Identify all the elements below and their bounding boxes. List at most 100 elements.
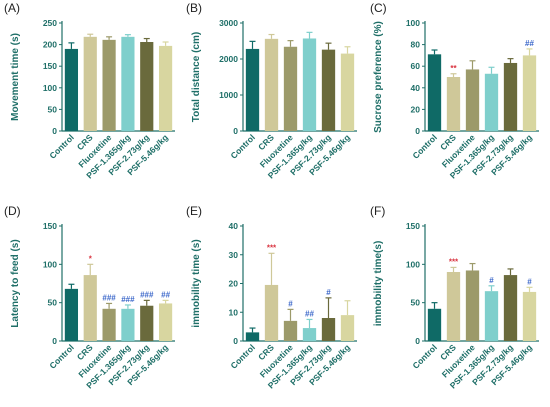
significance-label: ### bbox=[121, 295, 135, 304]
y-tick-label: 150 bbox=[406, 221, 420, 231]
bar bbox=[427, 308, 442, 341]
y-tick-label: 3000 bbox=[219, 18, 238, 28]
y-axis-label: immobility time(s) bbox=[373, 241, 384, 327]
y-tick-label: 100 bbox=[406, 18, 420, 28]
bar bbox=[158, 45, 173, 132]
significance-label: # bbox=[326, 288, 331, 297]
panel-letter: (F) bbox=[370, 204, 385, 218]
significance-label: * bbox=[89, 254, 93, 263]
significance-label: *** bbox=[267, 243, 277, 252]
y-tick-label: 60 bbox=[411, 61, 421, 71]
chart-panel: (F) immobility time(s) 0 50 100 150 Control ***… bbox=[370, 204, 539, 391]
y-tick-label: 0 bbox=[52, 126, 57, 136]
y-tick-label: 150 bbox=[43, 61, 57, 71]
y-tick-label: 0 bbox=[233, 126, 238, 136]
bar bbox=[140, 42, 154, 132]
bar bbox=[140, 305, 154, 341]
bar bbox=[245, 48, 260, 131]
bar bbox=[302, 328, 317, 341]
significance-label: # bbox=[288, 299, 293, 308]
y-tick-label: 50 bbox=[48, 298, 58, 308]
y-tick-label: 40 bbox=[229, 221, 239, 231]
y-tick-label: 150 bbox=[43, 221, 57, 231]
chart-panel: (B) Total distance (cm) 0 1000 2000 3000 Contr… bbox=[186, 1, 357, 181]
bar bbox=[83, 36, 97, 131]
panel-letter: (B) bbox=[186, 1, 202, 15]
y-tick-label: 0 bbox=[52, 336, 57, 346]
chart-panel: (A) Movement time (s) 0 50 100 150 200 250 Contr… bbox=[4, 1, 175, 181]
significance-label: ## bbox=[305, 309, 314, 318]
x-category-label: Control bbox=[410, 342, 438, 370]
chart-panel: (D)Latency to feed (s)050100150Control*C… bbox=[4, 204, 175, 391]
bar bbox=[302, 38, 317, 132]
panel-letter: (C) bbox=[370, 1, 387, 15]
bar bbox=[465, 270, 480, 341]
y-tick-label: 40 bbox=[411, 83, 421, 93]
panel-letter: (E) bbox=[186, 204, 202, 218]
y-tick-label: 0 bbox=[233, 336, 238, 346]
y-tick-label: 100 bbox=[43, 259, 57, 269]
bar bbox=[83, 275, 97, 341]
bar bbox=[121, 36, 135, 131]
panel-letter: (D) bbox=[4, 204, 21, 218]
significance-label: ## bbox=[161, 290, 170, 299]
y-tick-label: 50 bbox=[411, 298, 421, 308]
significance-label: ** bbox=[450, 64, 457, 73]
bar bbox=[446, 77, 461, 131]
bar bbox=[264, 38, 279, 132]
y-tick-label: 0 bbox=[415, 126, 420, 136]
bar bbox=[340, 315, 355, 341]
significance-label: ### bbox=[102, 293, 116, 302]
bar bbox=[64, 48, 79, 131]
bar bbox=[321, 318, 336, 341]
y-axis-label: immobility time (s) bbox=[191, 239, 202, 327]
bar bbox=[465, 69, 480, 131]
bar bbox=[522, 55, 537, 131]
y-tick-label: 250 bbox=[43, 18, 57, 28]
x-category-label: Control bbox=[228, 132, 256, 160]
bar bbox=[121, 308, 135, 341]
bar bbox=[158, 303, 173, 341]
y-axis-label: Movement time (s) bbox=[10, 33, 21, 121]
bar bbox=[484, 73, 499, 131]
bar bbox=[283, 320, 298, 341]
y-tick-label: 100 bbox=[406, 259, 420, 269]
y-tick-label: 2000 bbox=[219, 54, 238, 64]
y-tick-label: 80 bbox=[411, 40, 421, 50]
bar bbox=[484, 291, 499, 341]
significance-label: ### bbox=[140, 290, 154, 299]
y-tick-label: 20 bbox=[229, 279, 239, 289]
bar bbox=[427, 54, 442, 131]
y-axis-label: Total distance (cm) bbox=[191, 32, 202, 122]
y-tick-label: 50 bbox=[48, 104, 58, 114]
panel-letter: (A) bbox=[4, 1, 20, 15]
y-tick-label: 10 bbox=[229, 307, 239, 317]
bar bbox=[321, 49, 336, 131]
bar bbox=[283, 46, 298, 132]
x-category-label: Control bbox=[410, 132, 438, 160]
y-axis-label: Latency to feed (s) bbox=[10, 239, 21, 327]
x-category-label: Control bbox=[47, 342, 75, 370]
y-tick-label: 200 bbox=[43, 40, 57, 50]
bar bbox=[522, 291, 537, 341]
bar bbox=[102, 308, 116, 341]
y-tick-label: 30 bbox=[229, 250, 239, 260]
significance-label: # bbox=[527, 277, 532, 286]
x-category-label: Control bbox=[228, 342, 256, 370]
significance-label: *** bbox=[449, 257, 459, 266]
significance-label: ## bbox=[525, 39, 534, 48]
bar bbox=[245, 332, 260, 341]
bar bbox=[340, 53, 355, 131]
y-tick-label: 100 bbox=[43, 83, 57, 93]
bar bbox=[446, 272, 461, 341]
y-tick-label: 1000 bbox=[219, 90, 238, 100]
chart-panel: (C) Sucrose preference (%) 0 20 40 60 80 100 Con… bbox=[370, 1, 539, 181]
y-axis-label: Sucrose preference (%) bbox=[373, 21, 384, 133]
bar bbox=[264, 284, 279, 341]
y-tick-label: 0 bbox=[415, 336, 420, 346]
bar bbox=[64, 288, 79, 341]
y-tick-label: 20 bbox=[411, 104, 421, 114]
bar bbox=[503, 62, 518, 131]
x-category-label: Control bbox=[47, 132, 75, 160]
